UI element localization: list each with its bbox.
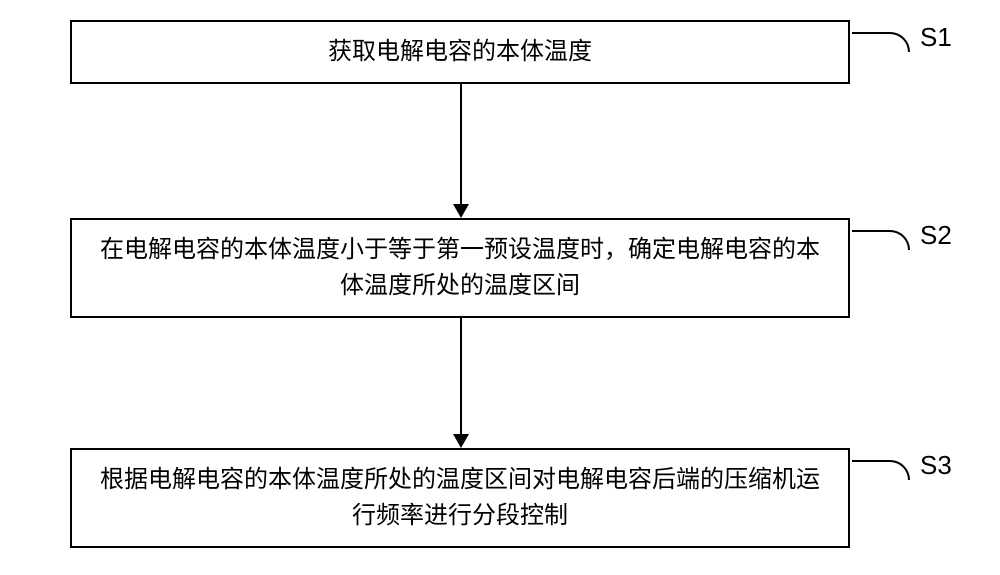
step-text-s2: 在电解电容的本体温度小于等于第一预设温度时，确定电解电容的本体温度所处的温度区间 [92,232,828,304]
arrow-line-2 [460,318,462,434]
arrow-line-1 [460,84,462,204]
step-text-s3: 根据电解电容的本体温度所处的温度区间对电解电容后端的压缩机运行频率进行分段控制 [92,462,828,534]
step-box-s1: 获取电解电容的本体温度 [70,20,850,84]
step-text-s1: 获取电解电容的本体温度 [328,34,592,70]
step-box-s3: 根据电解电容的本体温度所处的温度区间对电解电容后端的压缩机运行频率进行分段控制 [70,448,850,548]
label-connector-s1 [852,32,910,52]
label-connector-s3 [852,460,910,480]
step-label-s1: S1 [920,22,952,53]
arrow-head-2 [453,434,469,448]
step-box-s2: 在电解电容的本体温度小于等于第一预设温度时，确定电解电容的本体温度所处的温度区间 [70,218,850,318]
arrow-head-1 [453,204,469,218]
label-connector-s2 [852,230,910,250]
step-label-s2: S2 [920,220,952,251]
step-label-s3: S3 [920,450,952,481]
